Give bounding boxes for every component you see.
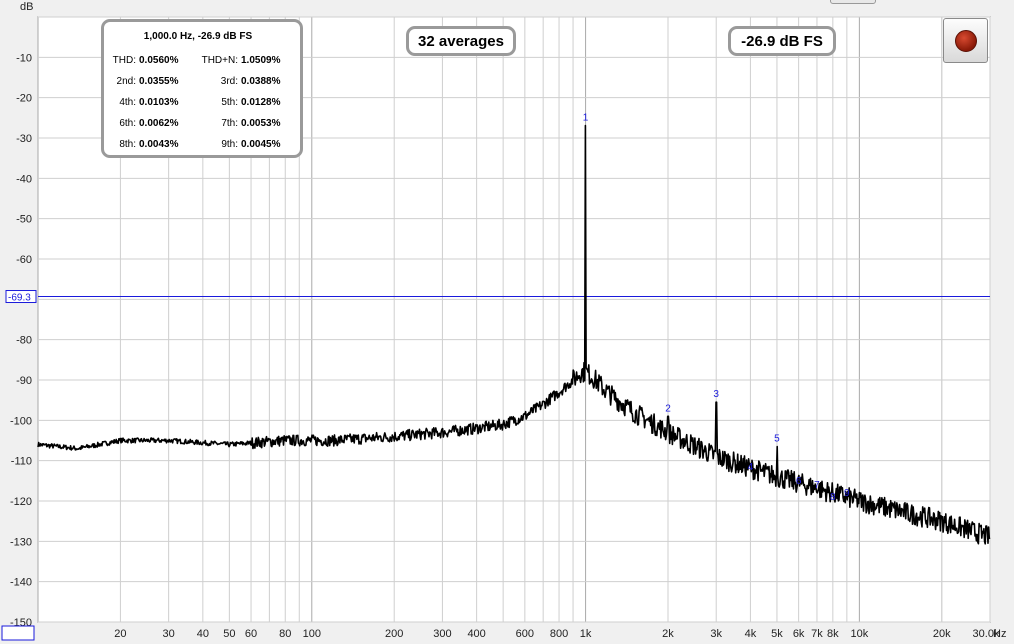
thd-title: 1,000.0 Hz, -26.9 dB FS bbox=[143, 31, 253, 42]
x-tick-label: 7k bbox=[811, 628, 823, 640]
thd-label: 5th: bbox=[221, 97, 238, 108]
harmonic-label: 5 bbox=[774, 434, 780, 445]
cursor-label: -69.3 bbox=[8, 293, 31, 304]
x-tick-label: 6k bbox=[793, 628, 805, 640]
thd-label: 9th: bbox=[221, 139, 238, 150]
thd-label: THD+N: bbox=[201, 55, 238, 66]
spectrum-trace bbox=[37, 124, 991, 545]
thd-panel: 1,000.0 Hz, -26.9 dB FS THD: 0.0560% THD+N… bbox=[101, 19, 303, 158]
harmonic-label: 1 bbox=[583, 112, 589, 123]
axis-ticks: 10.002030405060801002003004006008001k2k3… bbox=[4, 52, 1000, 640]
x-tick-label: 60 bbox=[245, 628, 257, 640]
x-tick-label: 100 bbox=[303, 628, 321, 640]
x-tick-label: 600 bbox=[516, 628, 534, 640]
x-tick-label: 80 bbox=[279, 628, 291, 640]
record-button[interactable] bbox=[943, 18, 988, 63]
thd-value: 0.0128% bbox=[241, 97, 281, 108]
x-tick-label: 1k bbox=[580, 628, 592, 640]
x-tick-label: 8k bbox=[827, 628, 839, 640]
x-tick-label: 3k bbox=[710, 628, 722, 640]
y-tick-label: -140 bbox=[10, 577, 32, 589]
top-tab[interactable] bbox=[830, 0, 876, 4]
y-tick-label: -90 bbox=[16, 375, 32, 387]
thd-value: 0.0560% bbox=[139, 55, 179, 66]
thd-label: THD: bbox=[112, 55, 136, 66]
y-tick-label: -60 bbox=[16, 254, 32, 266]
x-tick-label: 10k bbox=[850, 628, 868, 640]
thd-value: 0.0103% bbox=[139, 97, 179, 108]
thd-value: 0.0388% bbox=[241, 76, 281, 87]
y-tick-label: -100 bbox=[10, 415, 32, 427]
thd-label: 8th: bbox=[119, 139, 136, 150]
x-axis-unit: Hz bbox=[993, 628, 1006, 640]
x-tick-label: 400 bbox=[467, 628, 485, 640]
x-tick-label: 20k bbox=[933, 628, 951, 640]
thd-value: 0.0045% bbox=[241, 139, 281, 150]
y-tick-label: -10 bbox=[16, 52, 32, 64]
x-tick-label: 800 bbox=[550, 628, 568, 640]
thd-label: 3rd: bbox=[220, 76, 238, 87]
y-tick-label: -20 bbox=[16, 93, 32, 105]
x-tick-label: 50 bbox=[223, 628, 235, 640]
thd-value: 0.0053% bbox=[241, 118, 281, 129]
thd-value: 1.0509% bbox=[241, 55, 281, 66]
x-tick-label: 2k bbox=[662, 628, 674, 640]
harmonic-label: 8 bbox=[830, 492, 836, 503]
thd-label: 2nd: bbox=[116, 76, 136, 87]
y-tick-label: -120 bbox=[10, 496, 32, 508]
x-tick-label: 30.0k bbox=[973, 628, 1000, 640]
record-icon bbox=[955, 30, 977, 52]
x-tick-label: 4k bbox=[745, 628, 757, 640]
harmonic-label: 2 bbox=[665, 403, 671, 414]
thd-value: 0.0355% bbox=[139, 76, 179, 87]
y-tick-label: -130 bbox=[10, 536, 32, 548]
x-tick-label: 20 bbox=[114, 628, 126, 640]
harmonic-label: 3 bbox=[713, 389, 719, 400]
y-tick-label: -80 bbox=[16, 335, 32, 347]
y-tick-label: -110 bbox=[11, 456, 32, 468]
harmonic-label: 7 bbox=[814, 480, 820, 491]
y-tick-label: -30 bbox=[16, 133, 32, 145]
y-axis-label: dB bbox=[20, 1, 33, 13]
thd-label: 6th: bbox=[119, 118, 136, 129]
thd-value: 0.0062% bbox=[139, 118, 179, 129]
averages-readout: 32 averages bbox=[406, 26, 516, 56]
y-tick-label: -40 bbox=[16, 173, 32, 185]
thd-label: 7th: bbox=[221, 118, 238, 129]
x-tick-label: 30 bbox=[163, 628, 175, 640]
thd-row: 4th: 0.0103% 5th: 0.0128% bbox=[104, 97, 300, 111]
x-tick-label: 300 bbox=[433, 628, 451, 640]
thd-row: 6th: 0.0062% 7th: 0.0053% bbox=[104, 118, 300, 132]
thd-row: THD: 0.0560% THD+N: 1.0509% bbox=[104, 55, 300, 69]
harmonic-label: 9 bbox=[844, 488, 850, 499]
harmonic-label: 4 bbox=[748, 462, 754, 473]
thd-value: 0.0043% bbox=[139, 139, 179, 150]
cursor-label-box[interactable] bbox=[5, 290, 37, 304]
y-tick-label: -50 bbox=[16, 214, 32, 226]
thd-row: 2nd: 0.0355% 3rd: 0.0388% bbox=[104, 76, 300, 90]
harmonic-peaks: 1 2 3 4 5 6 78 9 bbox=[583, 112, 850, 503]
thd-label: 4th: bbox=[119, 97, 136, 108]
x-tick-label: 40 bbox=[197, 628, 209, 640]
level-readout: -26.9 dB FS bbox=[728, 26, 836, 56]
x-tick-label: 200 bbox=[385, 628, 403, 640]
thd-row: 8th: 0.0043% 9th: 0.0045% bbox=[104, 139, 300, 153]
harmonic-label: 6 bbox=[796, 476, 802, 487]
x-tick-label: 5k bbox=[771, 628, 783, 640]
x-start-box[interactable] bbox=[1, 625, 35, 641]
